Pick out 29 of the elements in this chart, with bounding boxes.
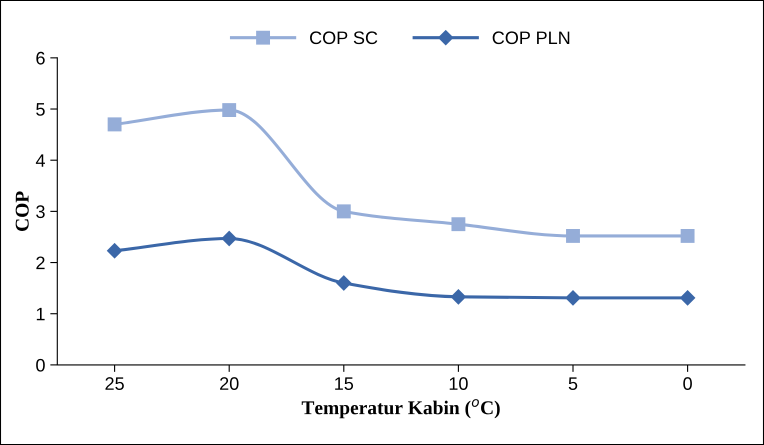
- point: [680, 228, 695, 243]
- legend-label: COP SC: [310, 31, 378, 44]
- legend-label: COP PLN: [492, 31, 570, 44]
- point: [222, 103, 236, 117]
- point: [451, 217, 466, 232]
- y-tick-label: 0: [36, 358, 45, 372]
- y-tick-label: 2: [36, 256, 45, 270]
- point: [336, 204, 351, 218]
- point: [222, 230, 237, 246]
- x-tick-label: 15: [335, 377, 354, 390]
- x-tick-label: 20: [220, 377, 239, 390]
- y-tick-label: 5: [36, 103, 45, 116]
- y-axis-title: COP: [16, 191, 29, 231]
- point: [680, 290, 696, 306]
- point: [107, 243, 122, 258]
- point: [336, 275, 352, 291]
- x-tick-label: 25: [105, 377, 124, 390]
- x-tick-label: 5: [568, 377, 578, 390]
- y-tick-label: 3: [36, 205, 45, 218]
- y-tick-label: 1: [36, 308, 45, 320]
- point: [450, 289, 466, 304]
- y-tick-label: 6: [36, 52, 45, 65]
- point: [565, 290, 581, 306]
- x-tick-label: 0: [683, 377, 692, 390]
- point: [566, 228, 580, 243]
- x-tick-label: 10: [450, 377, 468, 390]
- x-axis-title: Temperatur Kabin ($^{o}$C): [302, 399, 500, 418]
- point: [108, 117, 122, 132]
- y-tick-label: 4: [36, 154, 45, 167]
